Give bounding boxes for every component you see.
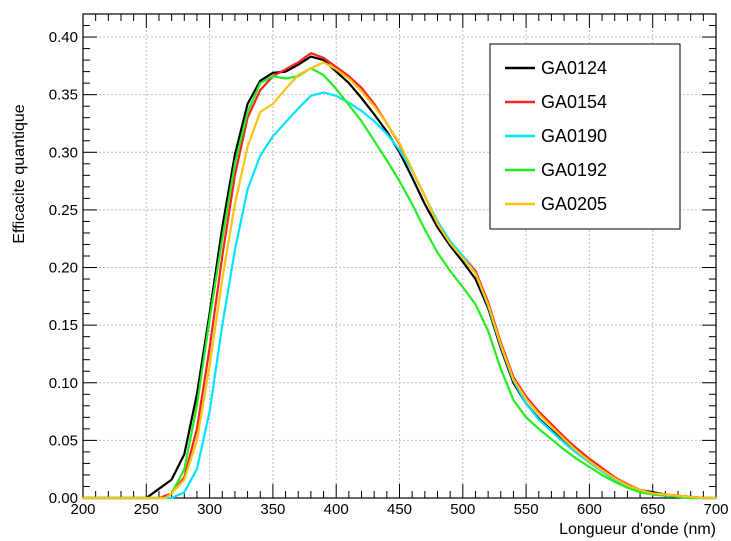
series-line-ga0192 <box>81 67 718 500</box>
x-tick-label: 550 <box>514 501 539 518</box>
y-tick-label: 0.35 <box>49 87 78 104</box>
legend-label-ga0190: GA0190 <box>541 126 607 146</box>
x-tick-label: 700 <box>703 501 728 518</box>
y-tick-label: 0.15 <box>49 317 78 334</box>
x-tick-label: 250 <box>134 501 159 518</box>
x-tick-label: 500 <box>450 501 475 518</box>
y-tick-label: 0.05 <box>49 432 78 449</box>
x-tick-label: 300 <box>197 501 222 518</box>
series-line-ga0205 <box>81 61 718 500</box>
legend-label-ga0124: GA0124 <box>541 58 607 78</box>
y-tick-label: 0.20 <box>49 260 78 277</box>
x-tick-label: 450 <box>387 501 412 518</box>
y-axis-tick-labels: 0.00 0.05 0.10 0.15 0.20 0.25 0.30 0.35 0.40 <box>49 29 78 507</box>
legend-label-ga0154: GA0154 <box>541 92 607 112</box>
y-tick-label: 0.30 <box>49 144 78 161</box>
x-tick-label: 200 <box>70 501 95 518</box>
series-lines <box>81 52 718 500</box>
x-axis-tick-labels: 200 250 300 350 400 450 500 550 600 650 700 <box>70 501 728 518</box>
legend-label-ga0192: GA0192 <box>541 160 607 180</box>
y-tick-label: 0.00 <box>49 490 78 507</box>
axis-ticks <box>82 14 717 499</box>
x-tick-label: 600 <box>577 501 602 518</box>
y-tick-label: 0.25 <box>49 202 78 219</box>
legend: GA0124 GA0154 GA0190 GA0192 GA0205 <box>489 43 681 230</box>
y-tick-label: 0.10 <box>49 375 78 392</box>
x-axis-title: Longueur d'onde (nm) <box>559 521 716 538</box>
x-tick-label: 650 <box>640 501 665 518</box>
y-tick-label: 0.40 <box>49 29 78 46</box>
x-tick-label: 400 <box>324 501 349 518</box>
y-axis-title: Efficacite quantique <box>11 104 28 243</box>
legend-label-ga0205: GA0205 <box>541 194 607 214</box>
x-tick-label: 350 <box>260 501 285 518</box>
